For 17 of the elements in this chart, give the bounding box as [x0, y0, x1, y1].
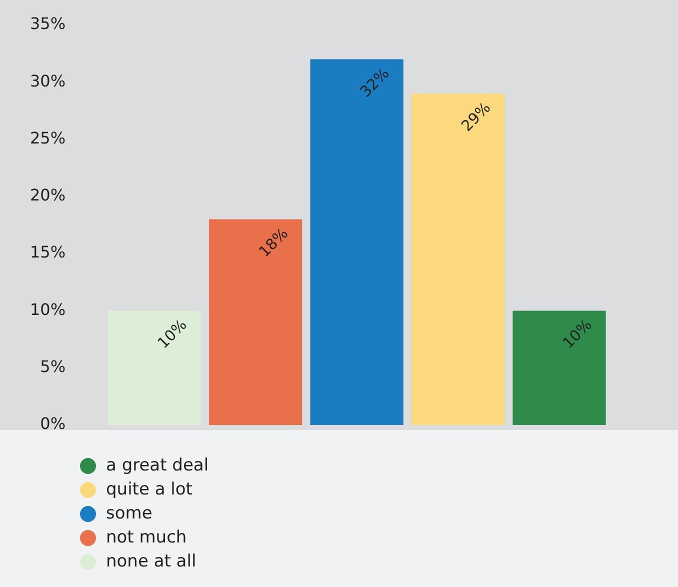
bar	[512, 310, 606, 425]
y-tick-label: 20%	[30, 186, 66, 205]
y-tick-label: 15%	[30, 242, 66, 262]
y-tick-label: 25%	[30, 128, 66, 148]
bar	[411, 94, 505, 425]
legend-label: not much	[106, 527, 187, 548]
y-tick-label: 0%	[40, 414, 66, 434]
bar	[208, 219, 302, 425]
y-tick-label: 10%	[30, 300, 66, 319]
y-tick-label: 35%	[30, 14, 66, 34]
legend-label: quite a lot	[106, 479, 193, 500]
legend-label: some	[106, 503, 152, 524]
legend-label: a great deal	[106, 455, 209, 476]
y-tick-label: 30%	[30, 71, 66, 90]
bar	[310, 59, 404, 425]
y-tick-label: 5%	[40, 357, 66, 376]
legend-label: none at all	[106, 551, 196, 572]
